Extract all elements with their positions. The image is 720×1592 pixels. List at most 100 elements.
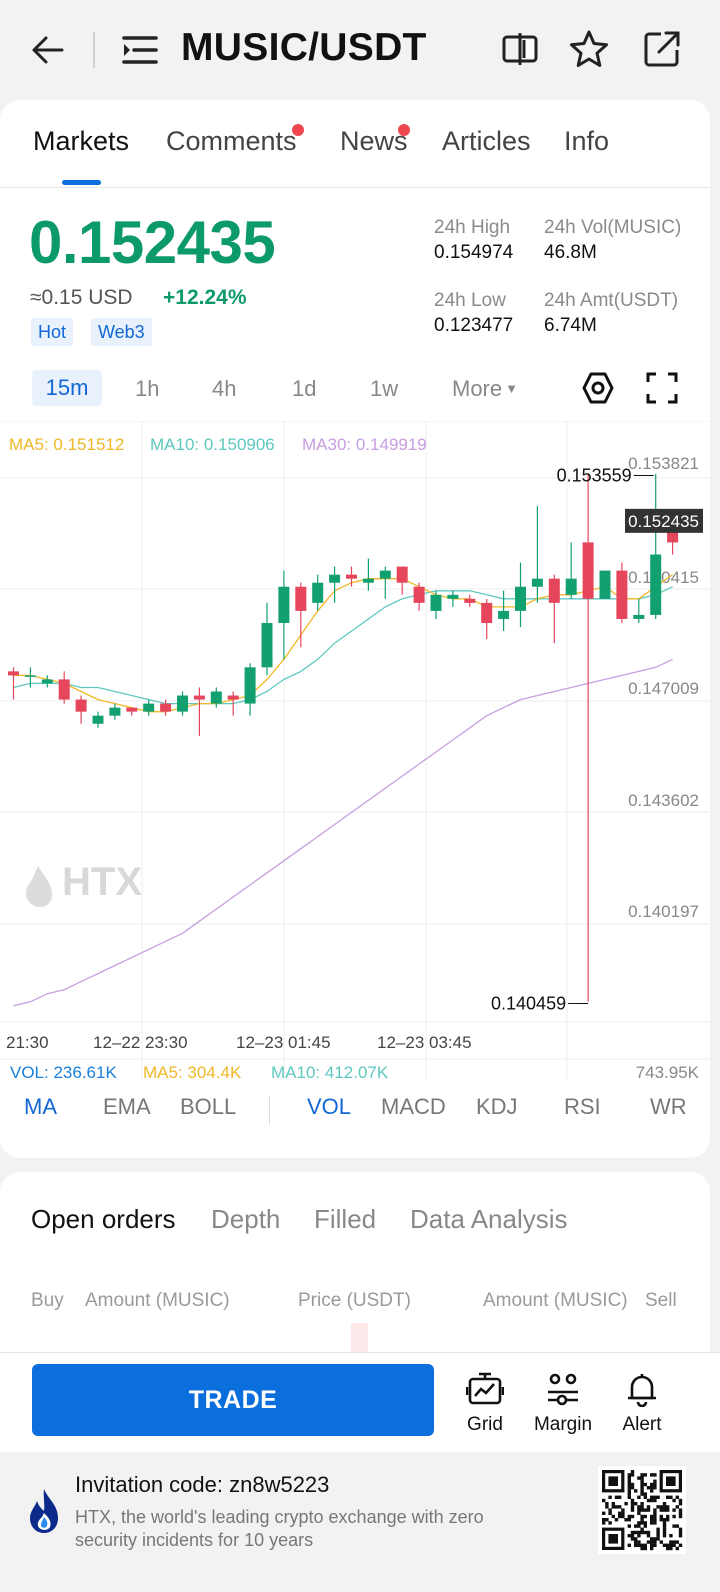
- indicator-ema[interactable]: EMA: [103, 1094, 151, 1119]
- qr-module: [666, 1508, 670, 1512]
- market-card: Markets Comments News Articles Info 0.15…: [0, 100, 710, 1158]
- candle-body: [329, 574, 341, 583]
- qr-module: [637, 1495, 641, 1499]
- indicator-rsi[interactable]: RSI: [564, 1094, 601, 1119]
- qr-module: [640, 1479, 644, 1483]
- current-price-tag: [625, 508, 703, 533]
- qr-module: [659, 1505, 663, 1509]
- qr-module: [653, 1518, 657, 1522]
- tab-markets[interactable]: Markets: [33, 126, 130, 156]
- tag-hot[interactable]: Hot: [31, 318, 74, 346]
- period-1d[interactable]: 1d: [292, 376, 317, 401]
- qr-module: [630, 1530, 635, 1535]
- grid-button[interactable]: Grid: [445, 1371, 525, 1436]
- indicator-macd[interactable]: MACD: [381, 1094, 446, 1119]
- x-tick-label: 21:30: [6, 1033, 49, 1052]
- ma5-line: [13, 574, 673, 713]
- tab-data-analysis[interactable]: Data Analysis: [410, 1204, 568, 1234]
- qr-module: [614, 1505, 619, 1509]
- qr-module: [666, 1476, 676, 1486]
- qr-module: [627, 1524, 631, 1528]
- candle-body: [498, 610, 510, 619]
- qr-module: [656, 1495, 660, 1499]
- invitation-description: HTX, the world's leading crypto exchange…: [75, 1507, 484, 1550]
- indicator-ma[interactable]: MA: [24, 1094, 57, 1119]
- share-icon[interactable]: [641, 28, 683, 70]
- period-1w[interactable]: 1w: [370, 376, 399, 401]
- indicator-vol[interactable]: VOL: [307, 1094, 352, 1119]
- period-4h[interactable]: 4h: [212, 376, 237, 401]
- candle-body: [210, 691, 222, 704]
- candle-body: [143, 703, 155, 712]
- more-label: More: [452, 376, 503, 401]
- qr-module: [650, 1518, 654, 1522]
- qr-module: [634, 1537, 638, 1541]
- qr-module: [608, 1476, 618, 1486]
- qr-module: [627, 1479, 631, 1483]
- qr-module: [618, 1511, 622, 1515]
- tab-comments[interactable]: Comments: [166, 126, 297, 156]
- pair-list-icon[interactable]: [120, 30, 160, 70]
- qr-module: [605, 1502, 609, 1506]
- qr-module: [602, 1521, 606, 1525]
- qr-module: [656, 1537, 660, 1541]
- qr-module: [643, 1524, 647, 1528]
- qr-module: [646, 1498, 651, 1503]
- tab-depth[interactable]: Depth: [211, 1204, 281, 1234]
- candle-body: [396, 566, 408, 583]
- qr-module: [666, 1505, 670, 1509]
- qr-module: [646, 1540, 651, 1544]
- qr-module: [637, 1508, 641, 1512]
- tab-news[interactable]: News: [340, 126, 408, 156]
- low-label: 24h Low: [434, 290, 506, 311]
- candle-body: [447, 594, 459, 599]
- qr-module: [666, 1518, 670, 1522]
- qr-module: [650, 1498, 654, 1503]
- candle-body: [515, 586, 526, 611]
- qr-module: [678, 1534, 683, 1538]
- qr-module: [630, 1537, 635, 1541]
- qr-module: [662, 1534, 667, 1538]
- price-change: +12.24%: [163, 286, 247, 309]
- pair-title[interactable]: MUSIC/USDT: [181, 26, 427, 69]
- qr-module: [662, 1518, 667, 1522]
- tab-info[interactable]: Info: [564, 126, 610, 156]
- invitation-code: Invitation code: zn8w5223: [75, 1472, 330, 1497]
- back-arrow-icon[interactable]: [28, 30, 68, 70]
- qr-module: [602, 1511, 606, 1515]
- chart-settings-icon[interactable]: [580, 370, 616, 406]
- y-tick-label: 0.140197: [628, 902, 699, 921]
- candle-body: [24, 675, 36, 677]
- qr-module: [640, 1527, 644, 1531]
- compare-icon[interactable]: [499, 28, 541, 70]
- qr-module: [627, 1486, 631, 1490]
- qr-module: [611, 1514, 615, 1519]
- qr-module: [637, 1511, 641, 1515]
- trade-button[interactable]: TRADE: [32, 1364, 434, 1436]
- qr-module: [634, 1524, 638, 1528]
- indicator-wr[interactable]: WR: [650, 1094, 687, 1119]
- margin-button[interactable]: Margin: [523, 1371, 603, 1436]
- tab-articles[interactable]: Articles: [442, 126, 531, 156]
- tab-open-orders[interactable]: Open orders: [31, 1204, 176, 1234]
- qr-module: [627, 1518, 631, 1522]
- amt-value: 6.74M: [544, 315, 597, 336]
- caret-down-icon: ▼: [505, 381, 518, 396]
- fullscreen-icon[interactable]: [645, 371, 679, 405]
- period-more[interactable]: More ▼: [452, 376, 518, 402]
- qr-module: [650, 1495, 654, 1499]
- period-1h[interactable]: 1h: [135, 376, 160, 401]
- qr-module: [672, 1508, 676, 1512]
- indicator-boll[interactable]: BOLL: [180, 1094, 237, 1119]
- tab-filled[interactable]: Filled: [314, 1204, 377, 1234]
- alert-button[interactable]: Alert: [602, 1371, 682, 1436]
- tag-web3[interactable]: Web3: [91, 318, 152, 346]
- comments-notification-dot: [292, 124, 304, 136]
- candle-body: [244, 667, 256, 704]
- qr-module: [611, 1505, 615, 1509]
- kline-chart[interactable]: HTX MA5: 0.151512 MA10: 0.150906 MA30: 0.14…: [0, 421, 710, 1079]
- star-favorite-icon[interactable]: [568, 28, 610, 70]
- indicator-kdj[interactable]: KDJ: [476, 1094, 518, 1119]
- qr-module: [650, 1537, 654, 1541]
- period-15m[interactable]: 15m: [32, 370, 102, 406]
